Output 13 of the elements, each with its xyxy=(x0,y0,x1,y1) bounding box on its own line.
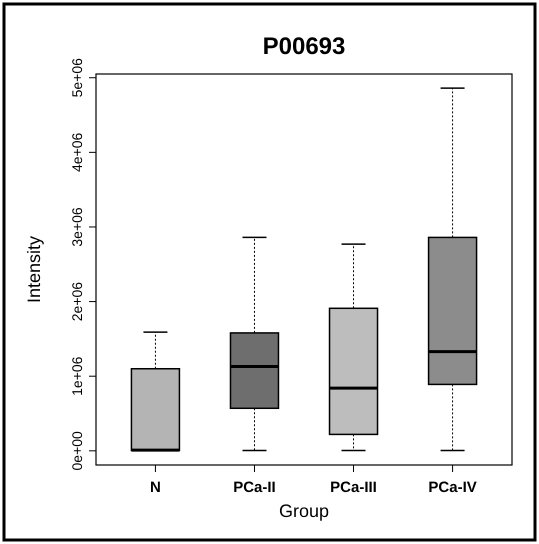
x-tick-label: PCa-II xyxy=(233,479,276,496)
x-tick-label: PCa-III xyxy=(330,479,377,496)
y-tick-label: 4e+06 xyxy=(69,132,85,172)
y-tick-label: 0e+00 xyxy=(69,430,85,470)
chart-title: P00693 xyxy=(262,33,346,60)
y-tick-label: 1e+06 xyxy=(69,356,85,396)
y-tick-label: 5e+06 xyxy=(69,58,85,98)
y-axis-title: Intensity xyxy=(24,236,44,304)
x-axis-title: Group xyxy=(278,501,330,521)
y-tick-label: 3e+06 xyxy=(69,207,85,247)
y-tick-label: 2e+06 xyxy=(69,282,85,322)
x-tick-label: PCa-IV xyxy=(428,479,477,496)
x-tick-label: N xyxy=(150,479,161,496)
